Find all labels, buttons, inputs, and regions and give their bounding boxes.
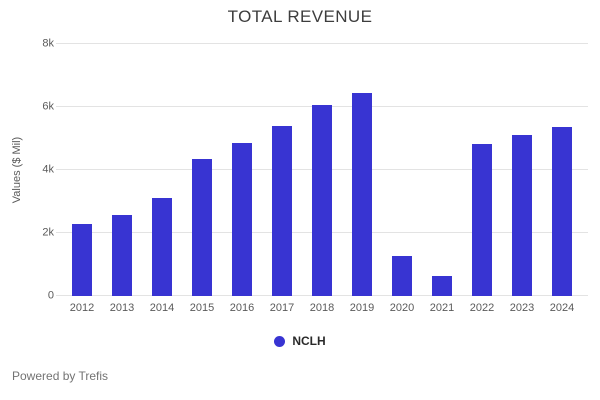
legend-item-nclh[interactable]: NCLH	[0, 334, 600, 348]
bar-2022[interactable]	[472, 143, 492, 296]
legend-label: NCLH	[292, 334, 326, 348]
y-tick-labels: 0 2k 4k 6k 8k	[0, 38, 54, 301]
bars-container	[62, 44, 582, 296]
x-tick-label: 2020	[389, 302, 415, 314]
bar-slot	[62, 44, 102, 296]
bar-slot	[502, 44, 542, 296]
bar-2016[interactable]	[232, 142, 252, 296]
bar-2023[interactable]	[512, 135, 532, 296]
x-tick-label: 2021	[429, 302, 455, 314]
x-tick-label: 2015	[189, 302, 215, 314]
bar-2024[interactable]	[552, 127, 572, 296]
x-tick-label: 2014	[149, 302, 175, 314]
bar-2015[interactable]	[192, 158, 212, 296]
y-tick-label: 4k	[42, 163, 54, 176]
bar-slot	[142, 44, 182, 296]
bar-2014[interactable]	[152, 197, 172, 296]
bar-slot	[422, 44, 462, 296]
bar-2012[interactable]	[72, 224, 92, 296]
bar-2020[interactable]	[392, 255, 412, 296]
legend-marker-icon	[274, 335, 286, 347]
y-tick-label: 6k	[42, 100, 54, 113]
x-tick-label: 2019	[349, 302, 375, 314]
x-tick-label: 2012	[69, 302, 95, 314]
y-tick-label: 0	[47, 289, 54, 302]
y-tick-label: 8k	[42, 37, 54, 50]
bar-slot	[222, 44, 262, 296]
bar-slot	[462, 44, 502, 296]
chart-title: TOTAL REVENUE	[227, 7, 373, 26]
bar-slot	[102, 44, 142, 296]
bar-slot	[302, 44, 342, 296]
bar-slot	[382, 44, 422, 296]
bar-2019[interactable]	[352, 92, 372, 296]
plot-area	[56, 43, 588, 296]
bar-2018[interactable]	[312, 105, 332, 296]
x-tick-label: 2018	[309, 302, 335, 314]
x-tick-label: 2024	[549, 302, 575, 314]
bar-2013[interactable]	[112, 215, 132, 296]
x-tick-label: 2013	[109, 302, 135, 314]
bar-slot	[262, 44, 302, 296]
bar-slot	[542, 44, 582, 296]
attribution-text: Powered by Trefis	[12, 369, 109, 383]
gridline	[56, 43, 588, 44]
bar-slot	[342, 44, 382, 296]
bar-slot	[182, 44, 222, 296]
bar-2021[interactable]	[432, 275, 452, 296]
x-tick-label: 2016	[229, 302, 255, 314]
x-tick-label: 2017	[269, 302, 295, 314]
x-tick-label: 2023	[509, 302, 535, 314]
x-tick-labels: 2012 2013 2014 2015 2016 2017 2018 2019 2020 2021…	[62, 302, 582, 314]
x-tick-label: 2022	[469, 302, 495, 314]
y-tick-label: 2k	[42, 226, 54, 239]
bar-2017[interactable]	[272, 125, 292, 296]
